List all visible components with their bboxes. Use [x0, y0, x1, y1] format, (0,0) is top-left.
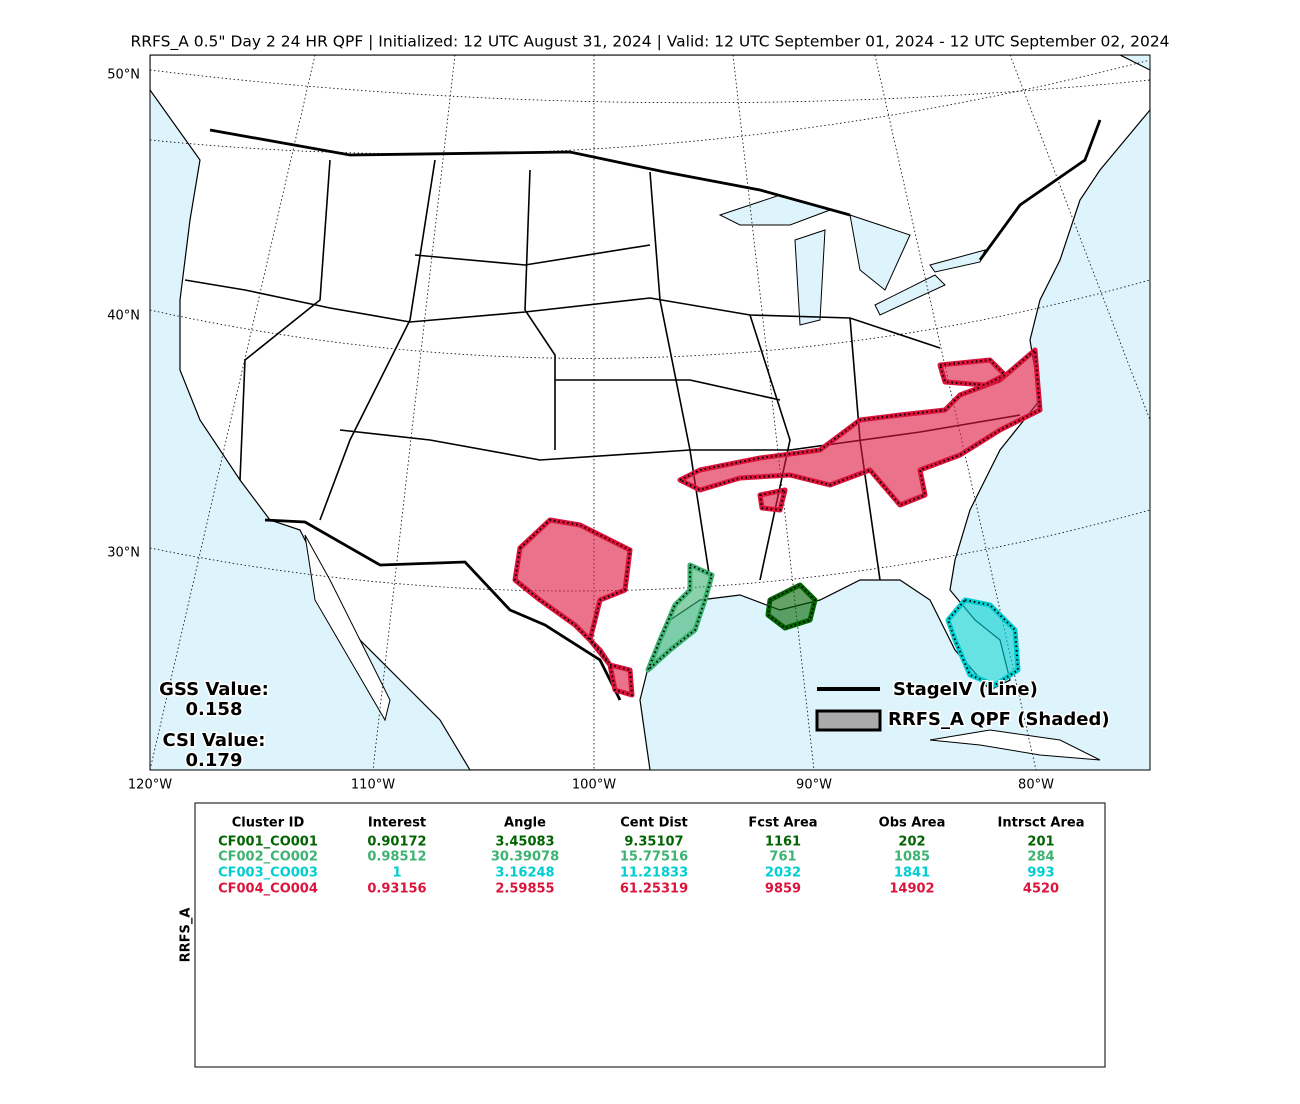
- lat-labels: 50°N 40°N 30°N: [107, 68, 140, 561]
- borders: [184, 119, 1102, 701]
- lon-label: 80°W: [1018, 778, 1054, 793]
- table-cell: 201: [1027, 835, 1054, 850]
- forecast-object: [940, 360, 1005, 385]
- observed-outline-dots: [939, 359, 1006, 386]
- lon-label: 120°W: [128, 778, 172, 793]
- table-cell: 0.90172: [367, 835, 426, 850]
- observed-outline: [677, 347, 1043, 508]
- lake-huron: [849, 214, 911, 291]
- table-cell: 993: [1027, 866, 1054, 881]
- table-cell: 0.93156: [367, 882, 426, 897]
- parallel: [150, 69, 1150, 104]
- table-cell: 15.77516: [620, 850, 688, 865]
- legend-swatch: [815, 709, 882, 732]
- legend-label: RRFS_A QPF (Shaded): [888, 709, 1110, 730]
- parallel: [150, 509, 1150, 592]
- csi-label: CSI Value:: [163, 730, 266, 751]
- table-cell: CF002_CO002: [218, 850, 318, 865]
- csi-value: 0.179: [186, 750, 243, 771]
- table-cell: 1: [392, 866, 401, 881]
- us-canada-border: [209, 128, 851, 217]
- table-cell: 1085: [894, 850, 930, 865]
- table-cell: 2.59855: [495, 882, 554, 897]
- table-cell: CF001_CO001: [218, 835, 318, 850]
- us-canada-border: [978, 119, 1102, 261]
- map-frame: [149, 54, 1151, 771]
- table-cell: 61.25319: [620, 882, 688, 897]
- observed-outline-dots: [647, 564, 713, 671]
- observed-outline-dots: [759, 489, 786, 511]
- lat-label: 40°N: [107, 309, 140, 324]
- graticule: [150, 55, 1150, 770]
- lake-ontario: [929, 249, 986, 273]
- cuba: [929, 729, 1101, 761]
- table-frame: [194, 802, 1106, 1068]
- state-line: [239, 159, 331, 481]
- lon-label: 100°W: [572, 778, 616, 793]
- observed-outline-dots: [609, 664, 633, 696]
- parallel: [150, 279, 1150, 359]
- table-cell: CF003_CO003: [218, 866, 318, 881]
- state-line: [749, 314, 791, 581]
- table-cell: 30.39078: [491, 850, 559, 865]
- table-cell: 11.21833: [620, 866, 688, 881]
- table: Cluster ID Interest Angle Cent Dist Fcst Are…: [218, 816, 1084, 897]
- map: [150, 55, 1150, 770]
- forecast-object: [515, 520, 630, 665]
- title: RRFS_A 0.5" Day 2 24 HR QPF | Initialize…: [130, 33, 1169, 52]
- table-cell: 14902: [889, 882, 934, 897]
- table-cell: 284: [1027, 850, 1054, 865]
- table-cell: 0.98512: [367, 850, 426, 865]
- column-header: Intrsct Area: [998, 816, 1085, 831]
- state-line: [319, 159, 436, 521]
- table-ylabel: RRFS_A: [179, 908, 194, 963]
- observed-outline: [765, 582, 818, 631]
- lake-michigan: [794, 229, 826, 326]
- table-cell: 761: [769, 850, 796, 865]
- column-header: Angle: [504, 816, 546, 831]
- legend-label: StageIV (Line): [893, 679, 1038, 700]
- table-cell: CF004_CO004: [218, 882, 318, 897]
- column-header: Fcst Area: [748, 816, 817, 831]
- state-line: [649, 171, 711, 581]
- lon-label: 90°W: [796, 778, 832, 793]
- forecast-object: [680, 350, 1040, 505]
- forecast-object: [648, 565, 712, 670]
- lon-labels: 120°W 110°W 100°W 90°W 80°W: [128, 778, 1054, 793]
- objects: [512, 347, 1043, 698]
- column-header: Cent Dist: [620, 816, 688, 831]
- lat-label: 30°N: [107, 546, 140, 561]
- gss-value: 0.158: [186, 699, 243, 720]
- meridian: [1009, 55, 1150, 421]
- state-line: [524, 169, 556, 450]
- observed-outline-dots: [947, 599, 1019, 686]
- legend: StageIV (Line) RRFS_A QPF (Shaded): [815, 678, 1111, 732]
- state-line: [184, 279, 941, 349]
- observed-outline: [512, 517, 633, 668]
- table-cell: 9.35107: [624, 835, 683, 850]
- state-line: [555, 379, 781, 401]
- column-header: Interest: [368, 816, 426, 831]
- lake-erie: [874, 274, 946, 316]
- table-cell: 3.16248: [495, 866, 554, 881]
- table-cell: 1161: [765, 835, 801, 850]
- us-mexico-border: [264, 518, 622, 701]
- column-header: Obs Area: [879, 816, 946, 831]
- table-cell: 4520: [1023, 882, 1059, 897]
- column-header: Cluster ID: [232, 816, 305, 831]
- table-cell: 3.45083: [495, 835, 554, 850]
- table-cell: 1841: [894, 866, 930, 881]
- table-cell: 2032: [765, 866, 801, 881]
- gss-label: GSS Value:: [159, 679, 269, 700]
- scores: GSS Value: 0.158 CSI Value: 0.179: [158, 678, 271, 773]
- lat-label: 50°N: [107, 68, 140, 83]
- table-cell: 9859: [765, 882, 801, 897]
- lon-label: 110°W: [351, 778, 395, 793]
- baja: [304, 534, 391, 722]
- table-cell: 202: [898, 835, 925, 850]
- parallel: [150, 59, 1150, 155]
- state-line: [414, 244, 651, 266]
